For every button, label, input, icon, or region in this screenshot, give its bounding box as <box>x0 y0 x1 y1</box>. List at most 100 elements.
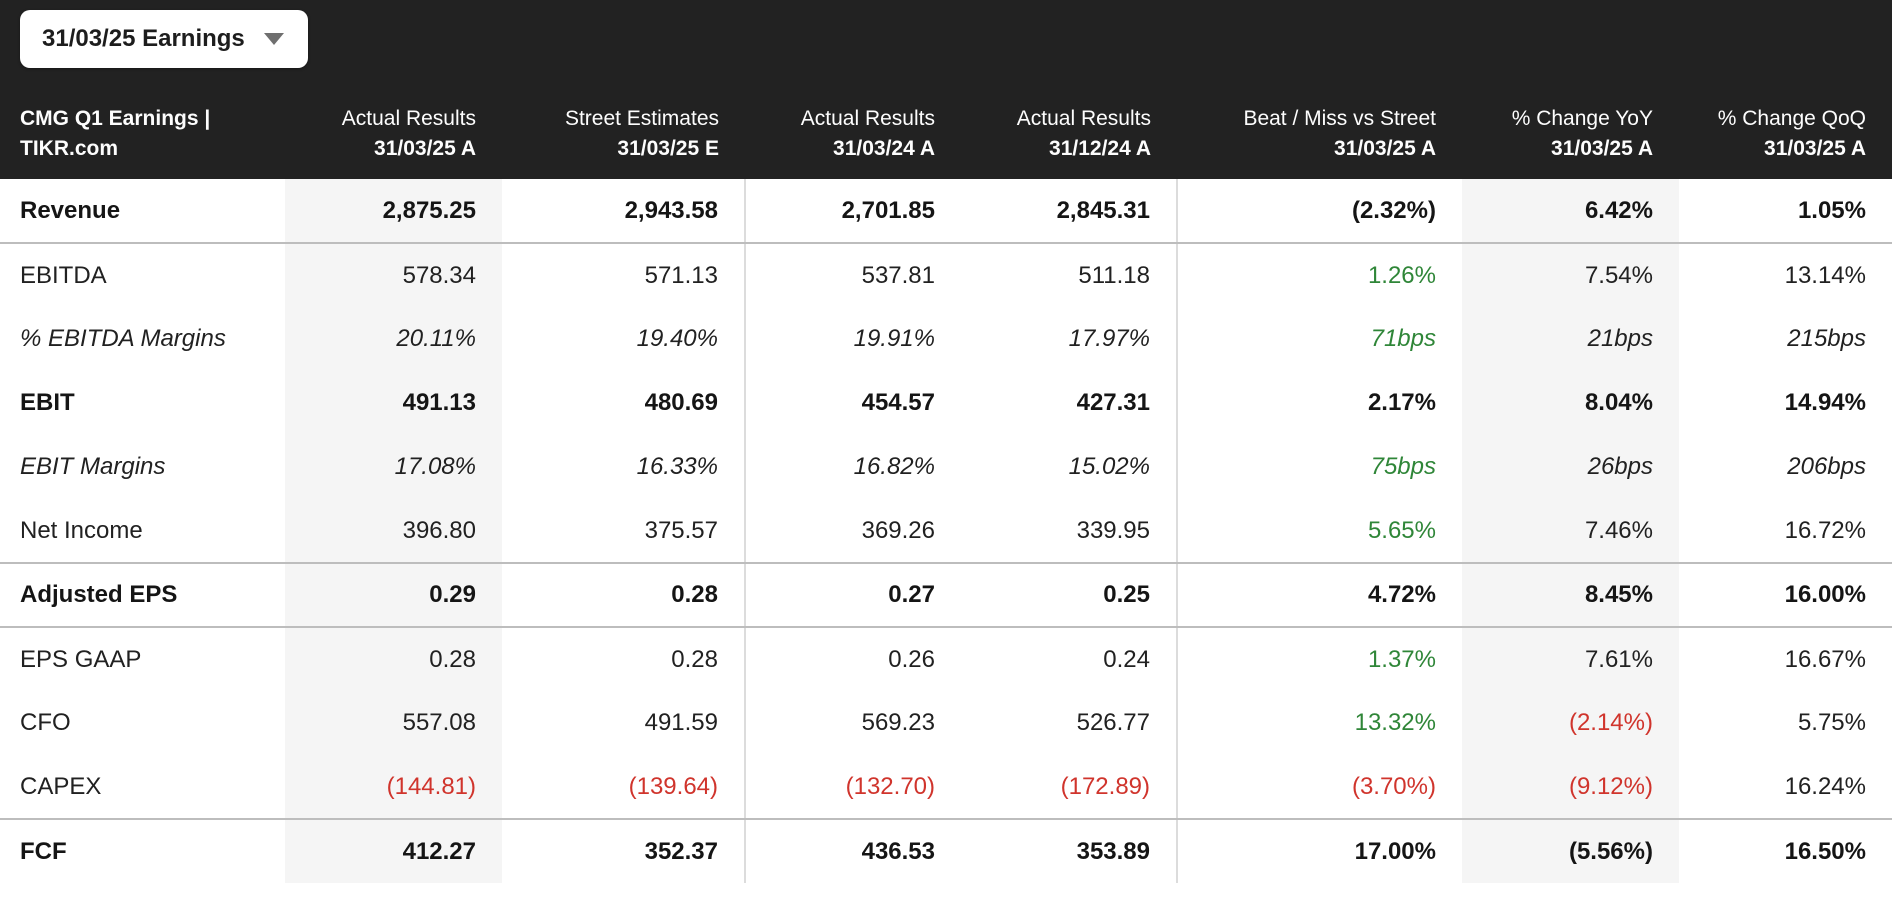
table-cell: 13.32% <box>1177 691 1462 755</box>
column-header-line1: Actual Results <box>341 107 476 130</box>
table-cell: 17.00% <box>1177 819 1462 883</box>
row-label: Revenue <box>0 179 285 244</box>
table-cell: 396.80 <box>285 499 502 564</box>
column-header-line1: % Change YoY <box>1511 107 1653 130</box>
table-cell: 7.61% <box>1462 627 1679 691</box>
table-cell: 19.40% <box>502 307 746 371</box>
table-cell: 436.53 <box>745 819 961 883</box>
table-title-line1: CMG Q1 Earnings | <box>20 107 211 130</box>
table-cell: 2.17% <box>1177 371 1462 435</box>
table-cell: (3.70%) <box>1177 755 1462 820</box>
table-cell: 71bps <box>1177 307 1462 371</box>
table-cell: 526.77 <box>961 691 1178 755</box>
table-cell: (172.89) <box>961 755 1178 820</box>
column-header-line2: 31/12/24 A <box>1049 137 1151 160</box>
earnings-table: CMG Q1 Earnings | TIKR.com Actual Result… <box>0 75 1892 883</box>
table-cell: 17.08% <box>285 435 502 499</box>
table-row-ebitda: EBITDA 578.34 571.13 537.81 511.18 1.26% 7.54%… <box>0 243 1892 307</box>
row-label: EBIT <box>0 371 285 435</box>
table-cell: 0.27 <box>745 563 961 628</box>
row-label: Adjusted EPS <box>0 563 285 628</box>
column-header-actual-results: Actual Results 31/12/24 A <box>961 75 1177 179</box>
table-cell: (144.81) <box>285 755 502 820</box>
table-cell: 578.34 <box>285 243 502 307</box>
table-cell: 0.28 <box>502 627 746 691</box>
column-header-change-yoy: % Change YoY 31/03/25 A <box>1462 75 1679 179</box>
table-title-line2: TIKR.com <box>20 137 119 160</box>
table-cell: 427.31 <box>961 371 1178 435</box>
table-row-ebitda-margins: % EBITDA Margins 20.11% 19.40% 19.91% 17.97%… <box>0 307 1892 371</box>
table-cell: 5.65% <box>1177 499 1462 564</box>
table-cell: 16.50% <box>1679 819 1892 883</box>
table-cell: 0.29 <box>285 563 502 628</box>
column-header-line2: 31/03/25 A <box>374 137 476 160</box>
table-row-net-income: Net Income 396.80 375.57 369.26 339.95 5.65% 7… <box>0 499 1892 564</box>
table-cell: 2,845.31 <box>961 179 1178 244</box>
row-label: CAPEX <box>0 755 285 820</box>
row-label: EBITDA <box>0 243 285 307</box>
column-header-line1: Actual Results <box>800 107 935 130</box>
table-cell: 19.91% <box>745 307 961 371</box>
column-header-line2: 31/03/25 A <box>1334 137 1436 160</box>
chevron-down-icon <box>264 33 284 45</box>
table-header: CMG Q1 Earnings | TIKR.com Actual Result… <box>0 75 1892 179</box>
column-header-actual-results: Actual Results 31/03/25 A <box>285 75 502 179</box>
table-cell: 571.13 <box>502 243 746 307</box>
table-cell: 16.82% <box>745 435 961 499</box>
earnings-panel: 31/03/25 Earnings CMG Q1 Earnings | TIKR… <box>0 0 1892 883</box>
table-row-ebit: EBIT 491.13 480.69 454.57 427.31 2.17% 8.04% 14… <box>0 371 1892 435</box>
table-cell: 16.00% <box>1679 563 1892 628</box>
table-row-cfo: CFO 557.08 491.59 569.23 526.77 13.32% (2.14%)… <box>0 691 1892 755</box>
table-cell: 75bps <box>1177 435 1462 499</box>
table-cell: 2,701.85 <box>745 179 961 244</box>
table-cell: (139.64) <box>502 755 746 820</box>
table-cell: 0.28 <box>502 563 746 628</box>
table-row-eps-gaap: EPS GAAP 0.28 0.28 0.26 0.24 1.37% 7.61% 16.67% <box>0 627 1892 691</box>
table-cell: 0.26 <box>745 627 961 691</box>
table-cell: 491.13 <box>285 371 502 435</box>
table-cell: 352.37 <box>502 819 746 883</box>
table-cell: 1.37% <box>1177 627 1462 691</box>
table-cell: (5.56%) <box>1462 819 1679 883</box>
table-cell: 14.94% <box>1679 371 1892 435</box>
table-cell: 13.14% <box>1679 243 1892 307</box>
table-cell: 206bps <box>1679 435 1892 499</box>
table-cell: 412.27 <box>285 819 502 883</box>
table-cell: 0.24 <box>961 627 1178 691</box>
column-header-line1: Beat / Miss vs Street <box>1243 107 1436 130</box>
table-cell: 6.42% <box>1462 179 1679 244</box>
table-cell: 0.28 <box>285 627 502 691</box>
column-header-line1: Street Estimates <box>564 107 719 130</box>
table-cell: 16.24% <box>1679 755 1892 820</box>
row-label: % EBITDA Margins <box>0 307 285 371</box>
table-cell: 1.26% <box>1177 243 1462 307</box>
table-cell: 353.89 <box>961 819 1178 883</box>
table-cell: 0.25 <box>961 563 1178 628</box>
table-cell: 2,943.58 <box>502 179 746 244</box>
column-header-change-qoq: % Change QoQ 31/03/25 A <box>1679 75 1892 179</box>
period-dropdown[interactable]: 31/03/25 Earnings <box>20 10 308 68</box>
table-cell: 8.04% <box>1462 371 1679 435</box>
column-header-street-estimates: Street Estimates 31/03/25 E <box>502 75 745 179</box>
table-cell: 454.57 <box>745 371 961 435</box>
column-header-actual-results: Actual Results 31/03/24 A <box>745 75 961 179</box>
table-cell: (132.70) <box>745 755 961 820</box>
table-cell: 15.02% <box>961 435 1178 499</box>
row-label: CFO <box>0 691 285 755</box>
column-header-line2: 31/03/25 A <box>1764 137 1866 160</box>
table-cell: 557.08 <box>285 691 502 755</box>
table-cell: 20.11% <box>285 307 502 371</box>
row-label: FCF <box>0 819 285 883</box>
column-header-line2: 31/03/24 A <box>833 137 935 160</box>
table-cell: 21bps <box>1462 307 1679 371</box>
topbar: 31/03/25 Earnings <box>0 0 1892 75</box>
row-label: Net Income <box>0 499 285 564</box>
table-cell: 16.72% <box>1679 499 1892 564</box>
table-cell: 16.33% <box>502 435 746 499</box>
table-cell: 7.54% <box>1462 243 1679 307</box>
table-cell: 511.18 <box>961 243 1178 307</box>
header-row: CMG Q1 Earnings | TIKR.com Actual Result… <box>0 75 1892 179</box>
table-row-capex: CAPEX (144.81) (139.64) (132.70) (172.89) (3.… <box>0 755 1892 820</box>
column-header-line1: % Change QoQ <box>1717 107 1866 130</box>
table-cell: 5.75% <box>1679 691 1892 755</box>
